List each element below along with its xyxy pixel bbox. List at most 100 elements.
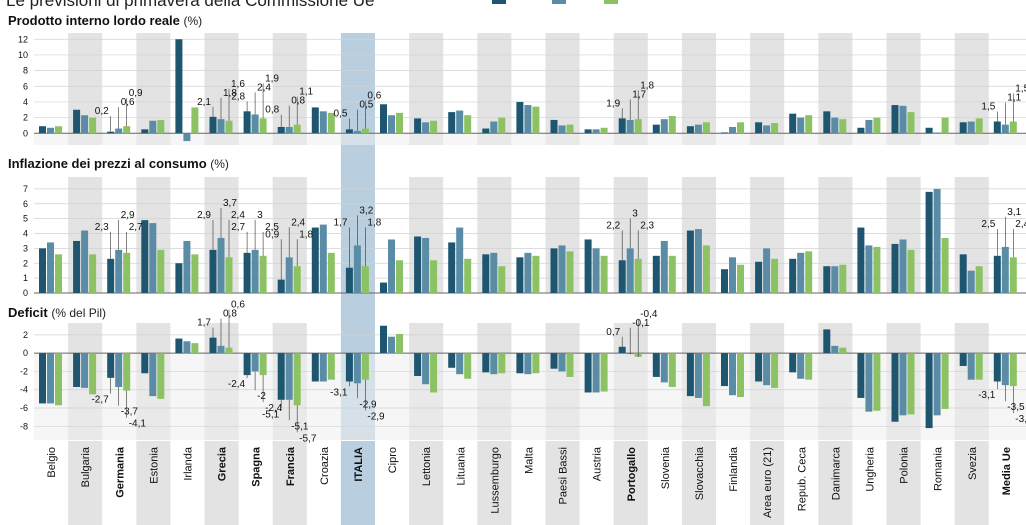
- bar-paesi-bassi-1: [550, 248, 558, 293]
- bar-grecia-1: [209, 249, 217, 293]
- panel-title: Prodotto interno lordo reale (%): [8, 13, 202, 28]
- bar-slovacchia-2: [694, 229, 702, 293]
- bar-francia-3: [293, 124, 301, 134]
- bar-finlandia-1: [721, 353, 728, 387]
- bar-polonia-3: [907, 249, 915, 293]
- bar-cipro-1: [380, 104, 387, 134]
- bar-ungheria-2: [865, 245, 873, 293]
- y-tick-label: -4: [20, 385, 28, 395]
- bar-ungheria-3: [873, 246, 881, 293]
- bar-media-ue-3: [1009, 257, 1017, 293]
- bar-lussemburgo-2: [490, 353, 498, 375]
- bar-media-ue-2: [1001, 124, 1009, 134]
- value-label: 2,7: [129, 222, 143, 233]
- value-label: 2,9: [121, 210, 135, 221]
- bar-svezia-3: [975, 118, 983, 134]
- bar-repub-ceca-1: [789, 113, 797, 134]
- bar-lituania-1: [448, 242, 456, 293]
- value-label: 2,7: [231, 222, 245, 233]
- bar-croazia-2: [319, 111, 327, 134]
- bar-bulgaria-1: [73, 109, 81, 134]
- value-label: -2: [257, 391, 266, 402]
- bar-austria-1: [584, 353, 592, 393]
- bar-svezia-1: [959, 254, 967, 293]
- y-tick-label: 2: [23, 258, 28, 268]
- highlight-connector: [340, 145, 375, 177]
- bar-austria-3: [600, 353, 608, 392]
- bar-paesi-bassi-2: [558, 353, 566, 372]
- value-label: 0,6: [231, 300, 245, 311]
- y-tick-label: 6: [23, 81, 28, 91]
- bar-grecia-3: [225, 120, 233, 134]
- bar-finlandia-2: [729, 257, 736, 293]
- panel-title: Inflazione dei prezzi al consumo (%): [8, 156, 229, 171]
- bar-lituania-2: [456, 110, 464, 134]
- category-label: Lituania: [455, 446, 467, 485]
- bar-croazia-3: [327, 112, 335, 134]
- value-label: -2,9: [367, 411, 385, 422]
- bar-cipro-2: [388, 239, 395, 293]
- bar-polonia-3: [907, 112, 915, 134]
- bar-ungheria-3: [873, 117, 881, 134]
- bar-malta-2: [524, 252, 532, 293]
- bar-svezia-3: [975, 353, 983, 380]
- value-label: 1,5: [981, 102, 995, 113]
- bar-slovenia-3: [668, 116, 676, 134]
- bar-estonia-2: [149, 120, 157, 134]
- bar-area-euro-21--3: [771, 353, 779, 388]
- value-label: 2,4: [291, 217, 305, 228]
- bar-malta-1: [516, 257, 524, 293]
- category-name-band: [409, 441, 444, 525]
- value-label: -3,6: [1015, 414, 1026, 425]
- bar-polonia-2: [899, 239, 907, 293]
- bar-lituania-2: [456, 227, 464, 293]
- bar-danimarca-3: [839, 347, 847, 354]
- bar-spagna-2: [251, 353, 259, 372]
- bar-area-euro-21--1: [755, 261, 763, 293]
- bar-spagna-1: [243, 111, 251, 134]
- bar-slovacchia-3: [702, 245, 710, 293]
- bar-portogallo-3: [634, 258, 642, 293]
- value-label: 2,8: [231, 91, 245, 102]
- bar-malta-3: [532, 353, 540, 374]
- category-label: Cipro: [387, 447, 399, 473]
- value-label: 0,2: [95, 106, 109, 117]
- bar-repub-ceca-1: [789, 353, 797, 373]
- value-label: 1,7: [197, 318, 211, 329]
- bar-cipro-2: [388, 115, 395, 134]
- y-tick-label: 0: [23, 288, 28, 298]
- panel-1: 12 10 8 6 4 2 0 Prodotto interno lordo reale (%…: [8, 13, 1026, 145]
- panel-3: 2 0 -2 -4 -6 -8 Deficit (% del Pil) -2,7 -3,7-4,…: [8, 300, 1026, 444]
- bar-germania-3: [123, 252, 131, 293]
- value-label: 0,5: [333, 109, 347, 120]
- value-label: 1,7: [632, 89, 646, 100]
- bar-romania-1: [925, 127, 933, 134]
- bar-estonia-2: [149, 223, 157, 293]
- bar-spagna-3: [259, 118, 267, 134]
- category-label: Ungheria: [864, 446, 876, 492]
- bar-italia-2: [353, 130, 361, 134]
- bar-media-ue-1: [993, 353, 1001, 382]
- bar-belgio-3: [55, 353, 62, 406]
- bar-francia-3: [293, 266, 301, 293]
- category-name-band: [340, 441, 375, 525]
- bar-italia-3: [361, 128, 369, 134]
- bar-ungheria-1: [857, 227, 865, 293]
- bar-repub-ceca-3: [805, 115, 813, 134]
- category-label: Slovenia: [660, 446, 672, 489]
- bar-romania-1: [925, 353, 933, 429]
- bar-area-euro-21--2: [763, 125, 771, 134]
- bar-lituania-1: [448, 112, 456, 134]
- category-name-band: [272, 441, 307, 525]
- y-tick-label: 0: [23, 348, 28, 358]
- category-label: Irlanda: [182, 446, 194, 481]
- y-tick-label: 8: [23, 66, 28, 76]
- y-tick-label: 1: [23, 273, 28, 283]
- bar-croazia-1: [311, 107, 319, 134]
- bar-croazia-3: [327, 353, 335, 380]
- value-label: -5,1: [291, 421, 309, 432]
- legend-swatch-2: [552, 0, 566, 4]
- y-tick-label: 4: [23, 97, 28, 107]
- bar-lettonia-2: [422, 353, 430, 385]
